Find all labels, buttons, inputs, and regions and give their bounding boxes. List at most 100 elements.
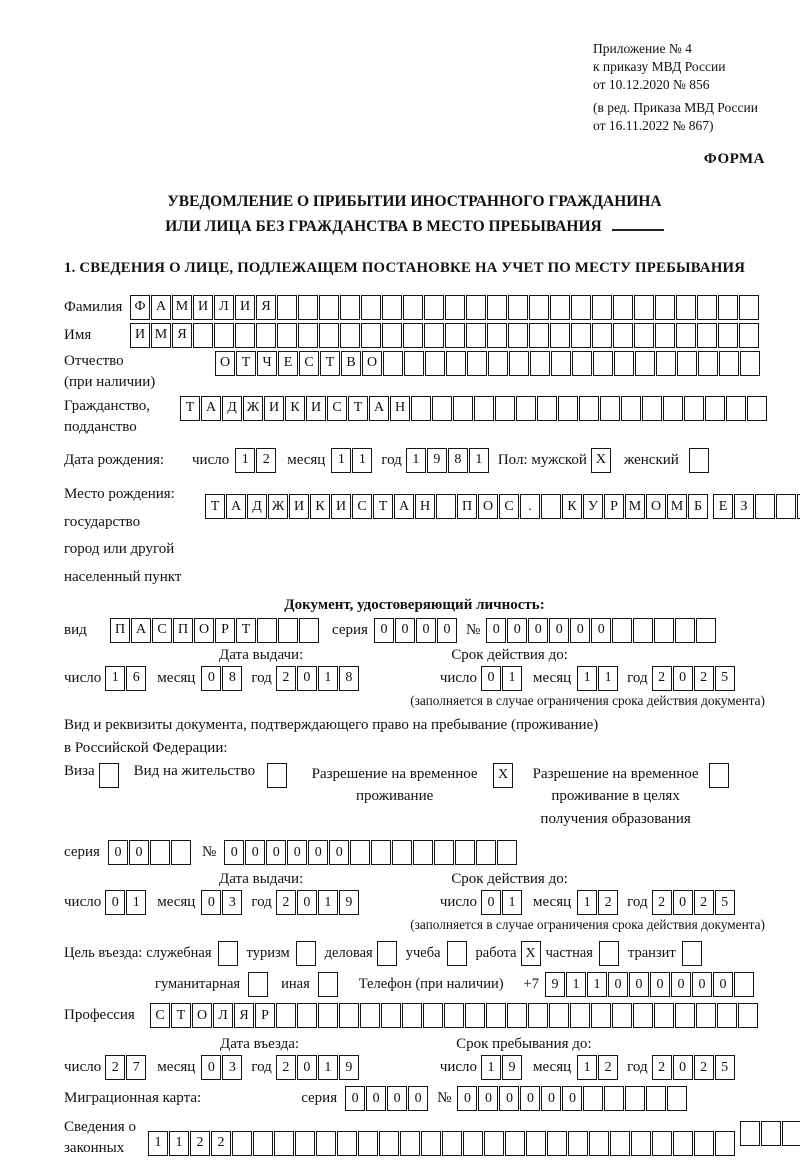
form-cell[interactable] (719, 350, 739, 376)
form-cell[interactable] (484, 1130, 504, 1156)
form-cell[interactable] (604, 1086, 625, 1112)
form-cell[interactable] (663, 395, 683, 421)
form-cell[interactable] (667, 1086, 688, 1112)
form-cell[interactable]: 7 (126, 1055, 147, 1081)
form-cell[interactable]: Д (222, 395, 242, 421)
form-cell[interactable] (381, 1003, 401, 1029)
form-cell[interactable]: С (150, 1003, 170, 1029)
form-cell[interactable] (634, 294, 654, 320)
form-cell[interactable] (654, 617, 675, 643)
form-cell[interactable]: С (152, 617, 172, 643)
form-cell[interactable] (633, 1003, 653, 1029)
form-cell[interactable]: 0 (670, 972, 691, 998)
form-cell[interactable] (738, 1003, 758, 1029)
form-cell[interactable] (718, 322, 738, 348)
form-cell[interactable]: Т (171, 1003, 191, 1029)
form-cell[interactable]: 8 (222, 665, 243, 691)
form-cell[interactable] (445, 294, 465, 320)
form-cell[interactable]: А (151, 294, 171, 320)
form-cell[interactable] (681, 941, 702, 967)
form-cell[interactable]: 0 (478, 1086, 499, 1112)
form-cell[interactable]: 1 (317, 665, 338, 691)
form-cell[interactable] (592, 322, 612, 348)
form-cell[interactable]: 1 (502, 665, 523, 691)
form-cell[interactable]: М (625, 494, 645, 520)
form-cell[interactable]: 0 (481, 890, 502, 916)
form-cell[interactable] (631, 1130, 651, 1156)
form-cell[interactable]: 3 (222, 890, 243, 916)
form-cell[interactable]: 0 (107, 840, 128, 866)
form-cell[interactable]: 0 (712, 972, 733, 998)
form-cell[interactable]: 2 (651, 1055, 672, 1081)
form-cell[interactable]: А (369, 395, 389, 421)
form-cell[interactable]: П (457, 494, 477, 520)
form-cell[interactable] (337, 1130, 357, 1156)
form-cell[interactable]: 0 (201, 890, 222, 916)
form-cell[interactable] (432, 395, 452, 421)
form-cell[interactable] (656, 350, 676, 376)
form-cell[interactable] (697, 294, 717, 320)
form-cell[interactable]: И (331, 494, 351, 520)
form-cell[interactable]: Ф (130, 294, 150, 320)
form-cell[interactable]: З (734, 494, 754, 520)
form-cell[interactable] (488, 350, 508, 376)
form-cell[interactable] (232, 1130, 252, 1156)
form-cell[interactable] (360, 1003, 380, 1029)
form-cell[interactable] (570, 1003, 590, 1029)
form-cell[interactable] (361, 322, 381, 348)
form-cell[interactable] (444, 1003, 464, 1029)
form-cell[interactable]: Т (205, 494, 225, 520)
form-cell[interactable] (425, 350, 445, 376)
form-cell[interactable] (340, 322, 360, 348)
form-cell[interactable] (217, 941, 238, 967)
form-cell[interactable]: 2 (190, 1130, 210, 1156)
form-cell[interactable]: 2 (105, 1055, 126, 1081)
form-cell[interactable]: 2 (651, 890, 672, 916)
form-cell[interactable] (718, 294, 738, 320)
form-cell[interactable] (403, 322, 423, 348)
form-cell[interactable]: 5 (714, 890, 735, 916)
form-cell[interactable] (529, 322, 549, 348)
form-cell[interactable] (434, 840, 455, 866)
form-cell[interactable] (592, 294, 612, 320)
form-cell[interactable] (495, 395, 515, 421)
form-cell[interactable]: 1 (105, 665, 126, 691)
form-cell[interactable] (621, 395, 641, 421)
form-cell[interactable]: 0 (481, 665, 502, 691)
form-cell[interactable] (400, 1130, 420, 1156)
form-cell[interactable] (413, 840, 434, 866)
form-cell[interactable] (235, 322, 255, 348)
form-cell[interactable] (613, 294, 633, 320)
form-cell[interactable] (646, 1086, 667, 1112)
form-cell[interactable] (591, 1003, 611, 1029)
form-cell[interactable] (593, 350, 613, 376)
form-cell[interactable] (583, 1086, 604, 1112)
form-cell[interactable] (717, 1003, 737, 1029)
form-cell[interactable] (677, 350, 697, 376)
form-cell[interactable]: 1 (148, 1130, 168, 1156)
form-cell[interactable]: Л (213, 1003, 233, 1029)
form-cell[interactable] (476, 840, 497, 866)
form-cell[interactable]: 0 (408, 1086, 429, 1112)
form-cell[interactable] (696, 617, 717, 643)
form-cell[interactable]: 2 (651, 665, 672, 691)
form-cell[interactable]: 1 (586, 972, 607, 998)
form-cell[interactable] (684, 395, 704, 421)
form-cell[interactable]: 1 (331, 447, 352, 473)
form-cell[interactable]: К (285, 395, 305, 421)
form-cell[interactable]: 1 (481, 1055, 502, 1081)
form-cell[interactable] (298, 294, 318, 320)
form-cell[interactable] (257, 617, 277, 643)
form-cell[interactable]: 1 (235, 447, 256, 473)
form-cell[interactable] (550, 294, 570, 320)
form-cell[interactable]: 0 (486, 617, 507, 643)
form-cell[interactable] (694, 1130, 714, 1156)
form-cell[interactable]: 0 (649, 972, 670, 998)
form-cell[interactable] (782, 1121, 800, 1147)
form-cell[interactable] (442, 1130, 462, 1156)
form-cell[interactable]: 1 (577, 665, 598, 691)
form-cell[interactable] (463, 1130, 483, 1156)
form-cell[interactable] (392, 840, 413, 866)
form-cell[interactable]: 3 (222, 1055, 243, 1081)
form-cell[interactable] (797, 494, 800, 520)
